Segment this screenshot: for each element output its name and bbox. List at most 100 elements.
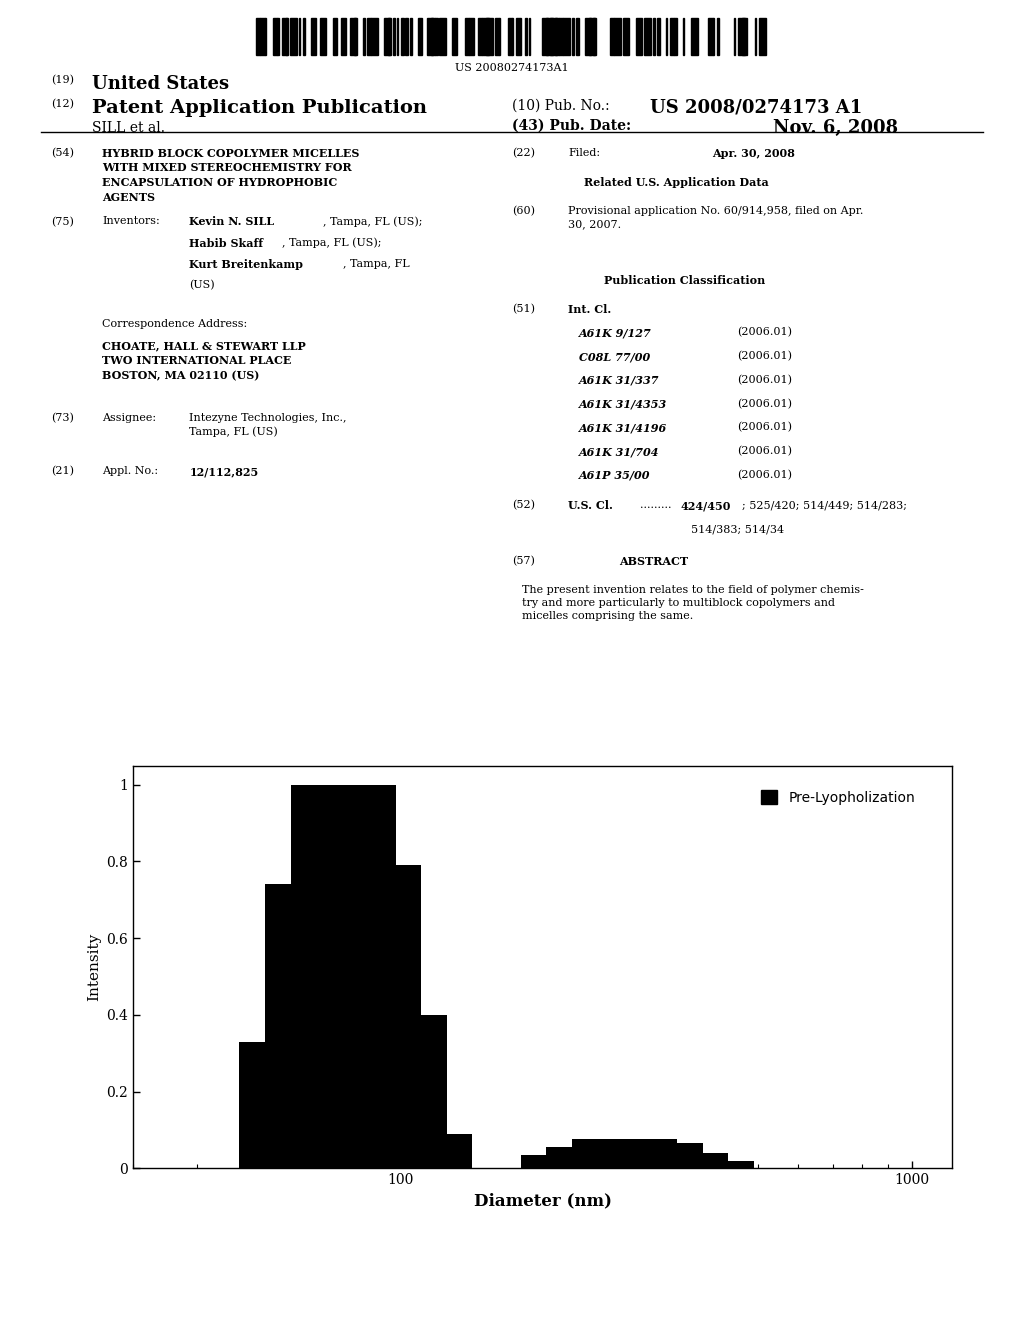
Bar (760, 18, 766, 55)
Bar (469, 18, 473, 55)
Text: Inventors:: Inventors: (102, 216, 160, 227)
Text: (60): (60) (512, 206, 535, 216)
Bar (240, 1041, 344, 1168)
Text: , Tampa, FL (US);: , Tampa, FL (US); (282, 238, 381, 248)
Bar (529, 18, 530, 55)
Bar (260, 18, 264, 55)
Text: ; 525/420; 514/449; 514/283;: ; 525/420; 514/449; 514/283; (742, 500, 907, 511)
Bar (717, 18, 719, 55)
Text: United States: United States (92, 75, 229, 94)
Text: SILL et al.: SILL et al. (92, 121, 165, 136)
Text: (51): (51) (512, 304, 535, 314)
Text: (73): (73) (51, 413, 74, 424)
Text: CHOATE, HALL & STEWART LLP
TWO INTERNATIONAL PLACE
BOSTON, MA 02110 (US): CHOATE, HALL & STEWART LLP TWO INTERNATI… (102, 341, 306, 380)
Bar (516, 18, 520, 55)
Text: A61K 31/4196: A61K 31/4196 (579, 422, 667, 433)
Text: A61K 31/337: A61K 31/337 (579, 375, 659, 385)
Text: 514/383; 514/34: 514/383; 514/34 (691, 524, 784, 535)
Text: 12/112,825: 12/112,825 (189, 466, 259, 477)
Bar (508, 18, 512, 55)
Bar (709, 18, 713, 55)
Bar (589, 18, 595, 55)
Text: (12): (12) (51, 99, 74, 110)
Bar (623, 18, 630, 55)
Text: Habib Skaff: Habib Skaff (189, 238, 263, 248)
Text: , Tampa, FL (US);: , Tampa, FL (US); (323, 216, 422, 227)
Text: (2006.01): (2006.01) (737, 327, 793, 338)
Text: Apr. 30, 2008: Apr. 30, 2008 (712, 148, 795, 158)
Text: (52): (52) (512, 500, 535, 511)
Bar (256, 18, 260, 55)
Bar (555, 18, 559, 55)
Bar (264, 18, 266, 55)
Bar (265, 884, 370, 1168)
Bar (571, 18, 574, 55)
Bar (392, 18, 395, 55)
Text: 424/450: 424/450 (681, 500, 731, 511)
Bar (482, 18, 488, 55)
Bar (478, 18, 482, 55)
Bar (734, 18, 735, 55)
Text: Appl. No.:: Appl. No.: (102, 466, 159, 477)
Text: Patent Application Publication: Patent Application Publication (92, 99, 427, 117)
Text: Related U.S. Application Data: Related U.S. Application Data (584, 177, 768, 187)
Bar (623, 1152, 728, 1168)
Bar (341, 18, 345, 55)
Bar (738, 18, 744, 55)
Text: A61K 9/127: A61K 9/127 (579, 327, 651, 338)
X-axis label: Diameter (nm): Diameter (nm) (474, 1192, 611, 1209)
Bar (367, 18, 371, 55)
Bar (636, 18, 642, 55)
Text: (2006.01): (2006.01) (737, 470, 793, 480)
Text: (2006.01): (2006.01) (737, 351, 793, 362)
Text: Intezyne Technologies, Inc.,
Tampa, FL (US): Intezyne Technologies, Inc., Tampa, FL (… (189, 413, 347, 437)
Text: US 20080274173A1: US 20080274173A1 (456, 63, 568, 74)
Bar (653, 18, 655, 55)
Bar (571, 1139, 677, 1168)
Bar (278, 18, 279, 55)
Text: (2006.01): (2006.01) (737, 446, 793, 457)
Bar (575, 18, 579, 55)
Bar (319, 18, 327, 55)
Text: (2006.01): (2006.01) (737, 375, 793, 385)
Text: U.S. Cl.: U.S. Cl. (568, 500, 613, 511)
Bar (713, 18, 714, 55)
Bar (299, 18, 300, 55)
Bar (500, 18, 501, 55)
Text: (22): (22) (512, 148, 535, 158)
Bar (666, 18, 667, 55)
Bar (333, 18, 337, 55)
Bar (291, 785, 395, 1168)
Text: .........: ......... (640, 500, 672, 511)
Bar (368, 1134, 472, 1168)
Bar (585, 18, 591, 55)
Bar (644, 18, 650, 55)
Text: (21): (21) (51, 466, 74, 477)
Bar (303, 18, 305, 55)
Bar (282, 18, 288, 55)
Bar (563, 18, 569, 55)
Bar (648, 1160, 754, 1168)
Bar (388, 18, 391, 55)
Bar (547, 1147, 651, 1168)
Bar (290, 18, 297, 55)
Bar (316, 866, 421, 1168)
Bar (439, 18, 445, 55)
Text: A61P 35/00: A61P 35/00 (579, 470, 650, 480)
Text: C08L 77/00: C08L 77/00 (579, 351, 650, 362)
Text: Int. Cl.: Int. Cl. (568, 304, 611, 314)
Bar (691, 18, 697, 55)
Bar (431, 18, 435, 55)
Bar (465, 18, 469, 55)
Bar (742, 18, 746, 55)
Bar (512, 18, 513, 55)
Bar (371, 18, 378, 55)
Bar (486, 18, 493, 55)
Bar (397, 18, 398, 55)
Text: (10) Pub. No.:: (10) Pub. No.: (512, 99, 609, 114)
Text: Kevin N. SILL: Kevin N. SILL (189, 216, 274, 227)
Text: (2006.01): (2006.01) (737, 422, 793, 433)
Bar (384, 18, 390, 55)
Bar (453, 18, 457, 55)
Bar (311, 18, 315, 55)
